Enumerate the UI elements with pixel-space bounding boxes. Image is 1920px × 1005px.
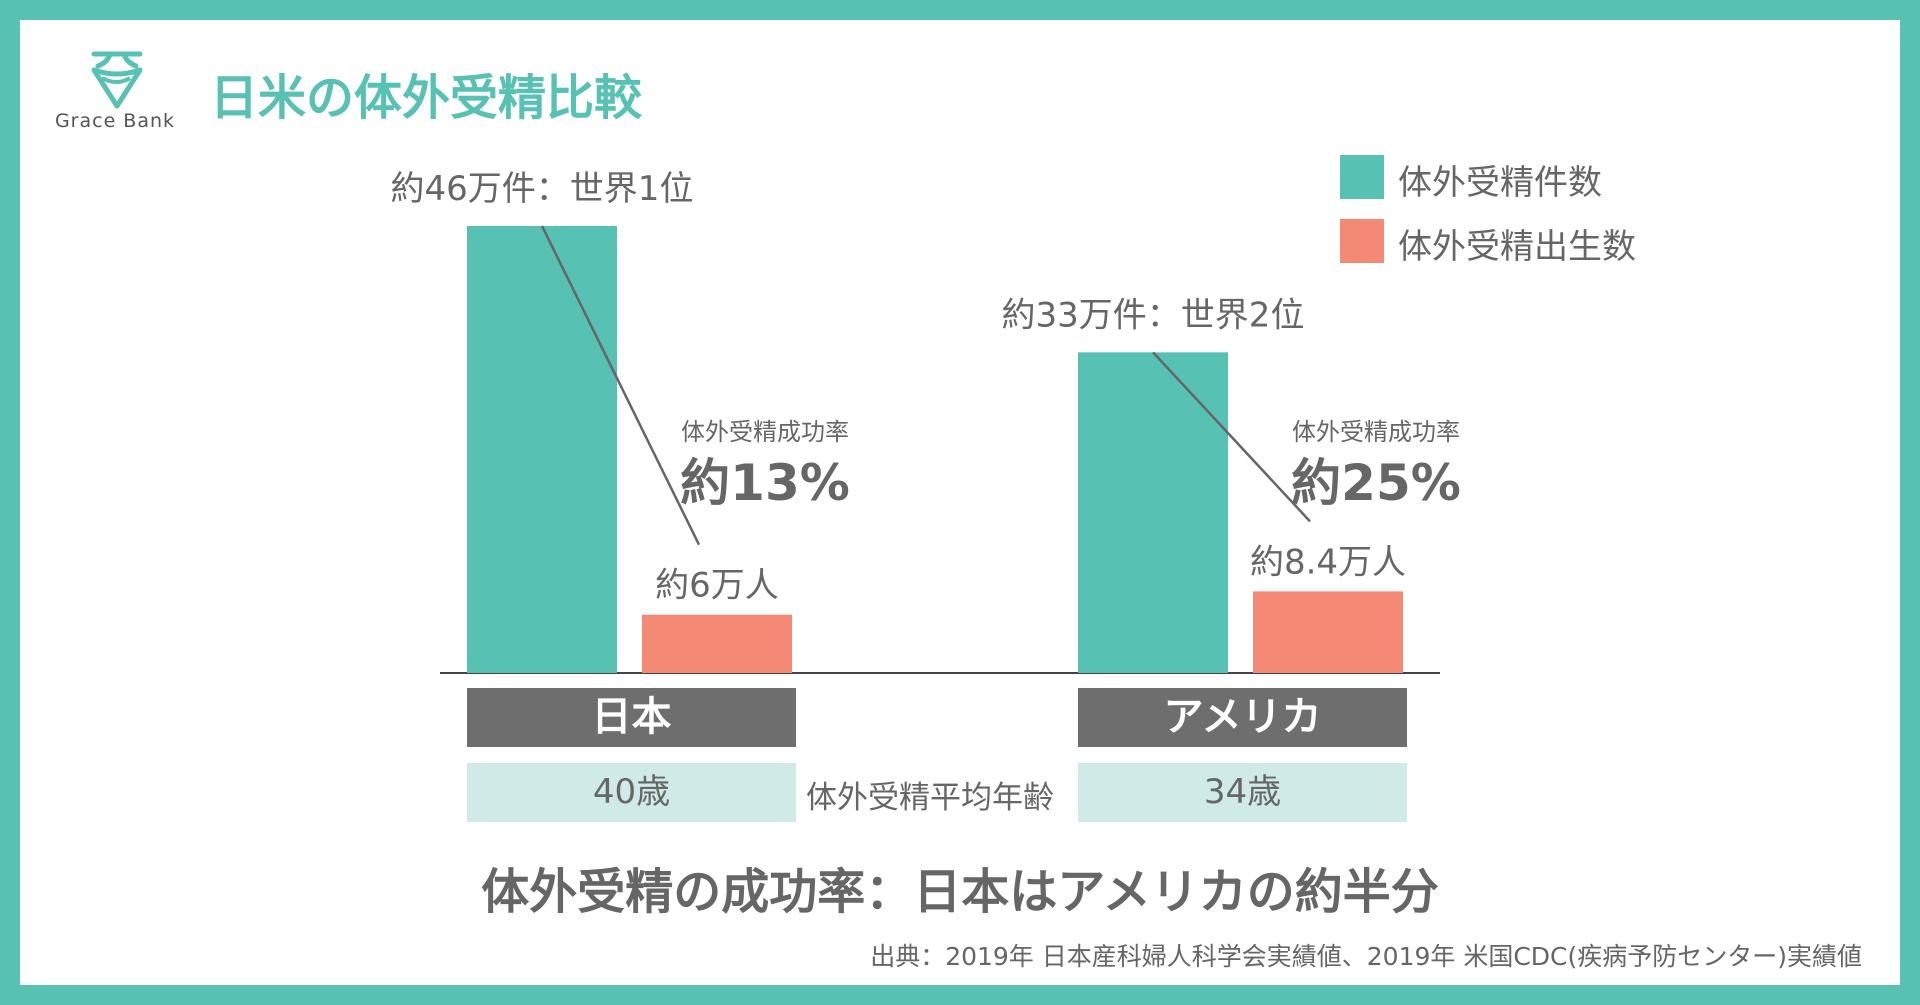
ratio-connector-line-1: [1152, 351, 1311, 523]
age-japan: 40歳: [467, 763, 796, 822]
category-japan: 日本: [467, 688, 796, 747]
legend-label-cycles: 体外受精件数: [1398, 163, 1602, 203]
legend-swatch-births: [1340, 219, 1384, 263]
age-usa: 34歳: [1078, 763, 1407, 822]
birth-count-label-1: 約8.4万人: [1250, 542, 1406, 582]
average-age-label: 体外受精平均年齢: [806, 780, 1054, 816]
success-rate-caption-0: 体外受精成功率: [681, 418, 849, 446]
success-rate-value-0: 約13%: [680, 454, 850, 512]
page-title: 日米の体外受精比較: [210, 70, 643, 126]
cycle-count-label-0: 約46万件：世界1位: [391, 169, 694, 209]
brand-name: Grace Bank: [54, 110, 176, 132]
cycle-count-label-1: 約33万件：世界2位: [1002, 295, 1305, 335]
birth-count-label-0: 約6万人: [655, 566, 779, 606]
legend-label-births: 体外受精出生数: [1398, 227, 1636, 267]
category-usa: アメリカ: [1078, 688, 1407, 747]
bar-births-1: [1253, 591, 1403, 673]
source-note: 出典：2019年 日本産科婦人科学会実績値、2019年 米国CDC(疾病予防セン…: [870, 942, 1862, 971]
legend-swatch-cycles: [1340, 155, 1384, 199]
bar-births-0: [642, 614, 792, 673]
bar-cycles-0: [467, 226, 617, 673]
success-rate-caption-1: 体外受精成功率: [1292, 418, 1460, 446]
grace-bank-logo-icon: [91, 51, 143, 109]
card: [20, 20, 1900, 985]
summary-heading: 体外受精の成功率：日本はアメリカの約半分: [481, 864, 1439, 920]
bar-cycles-1: [1078, 352, 1228, 673]
success-rate-value-1: 約25%: [1291, 454, 1461, 512]
ratio-connector-line-0: [540, 225, 701, 546]
